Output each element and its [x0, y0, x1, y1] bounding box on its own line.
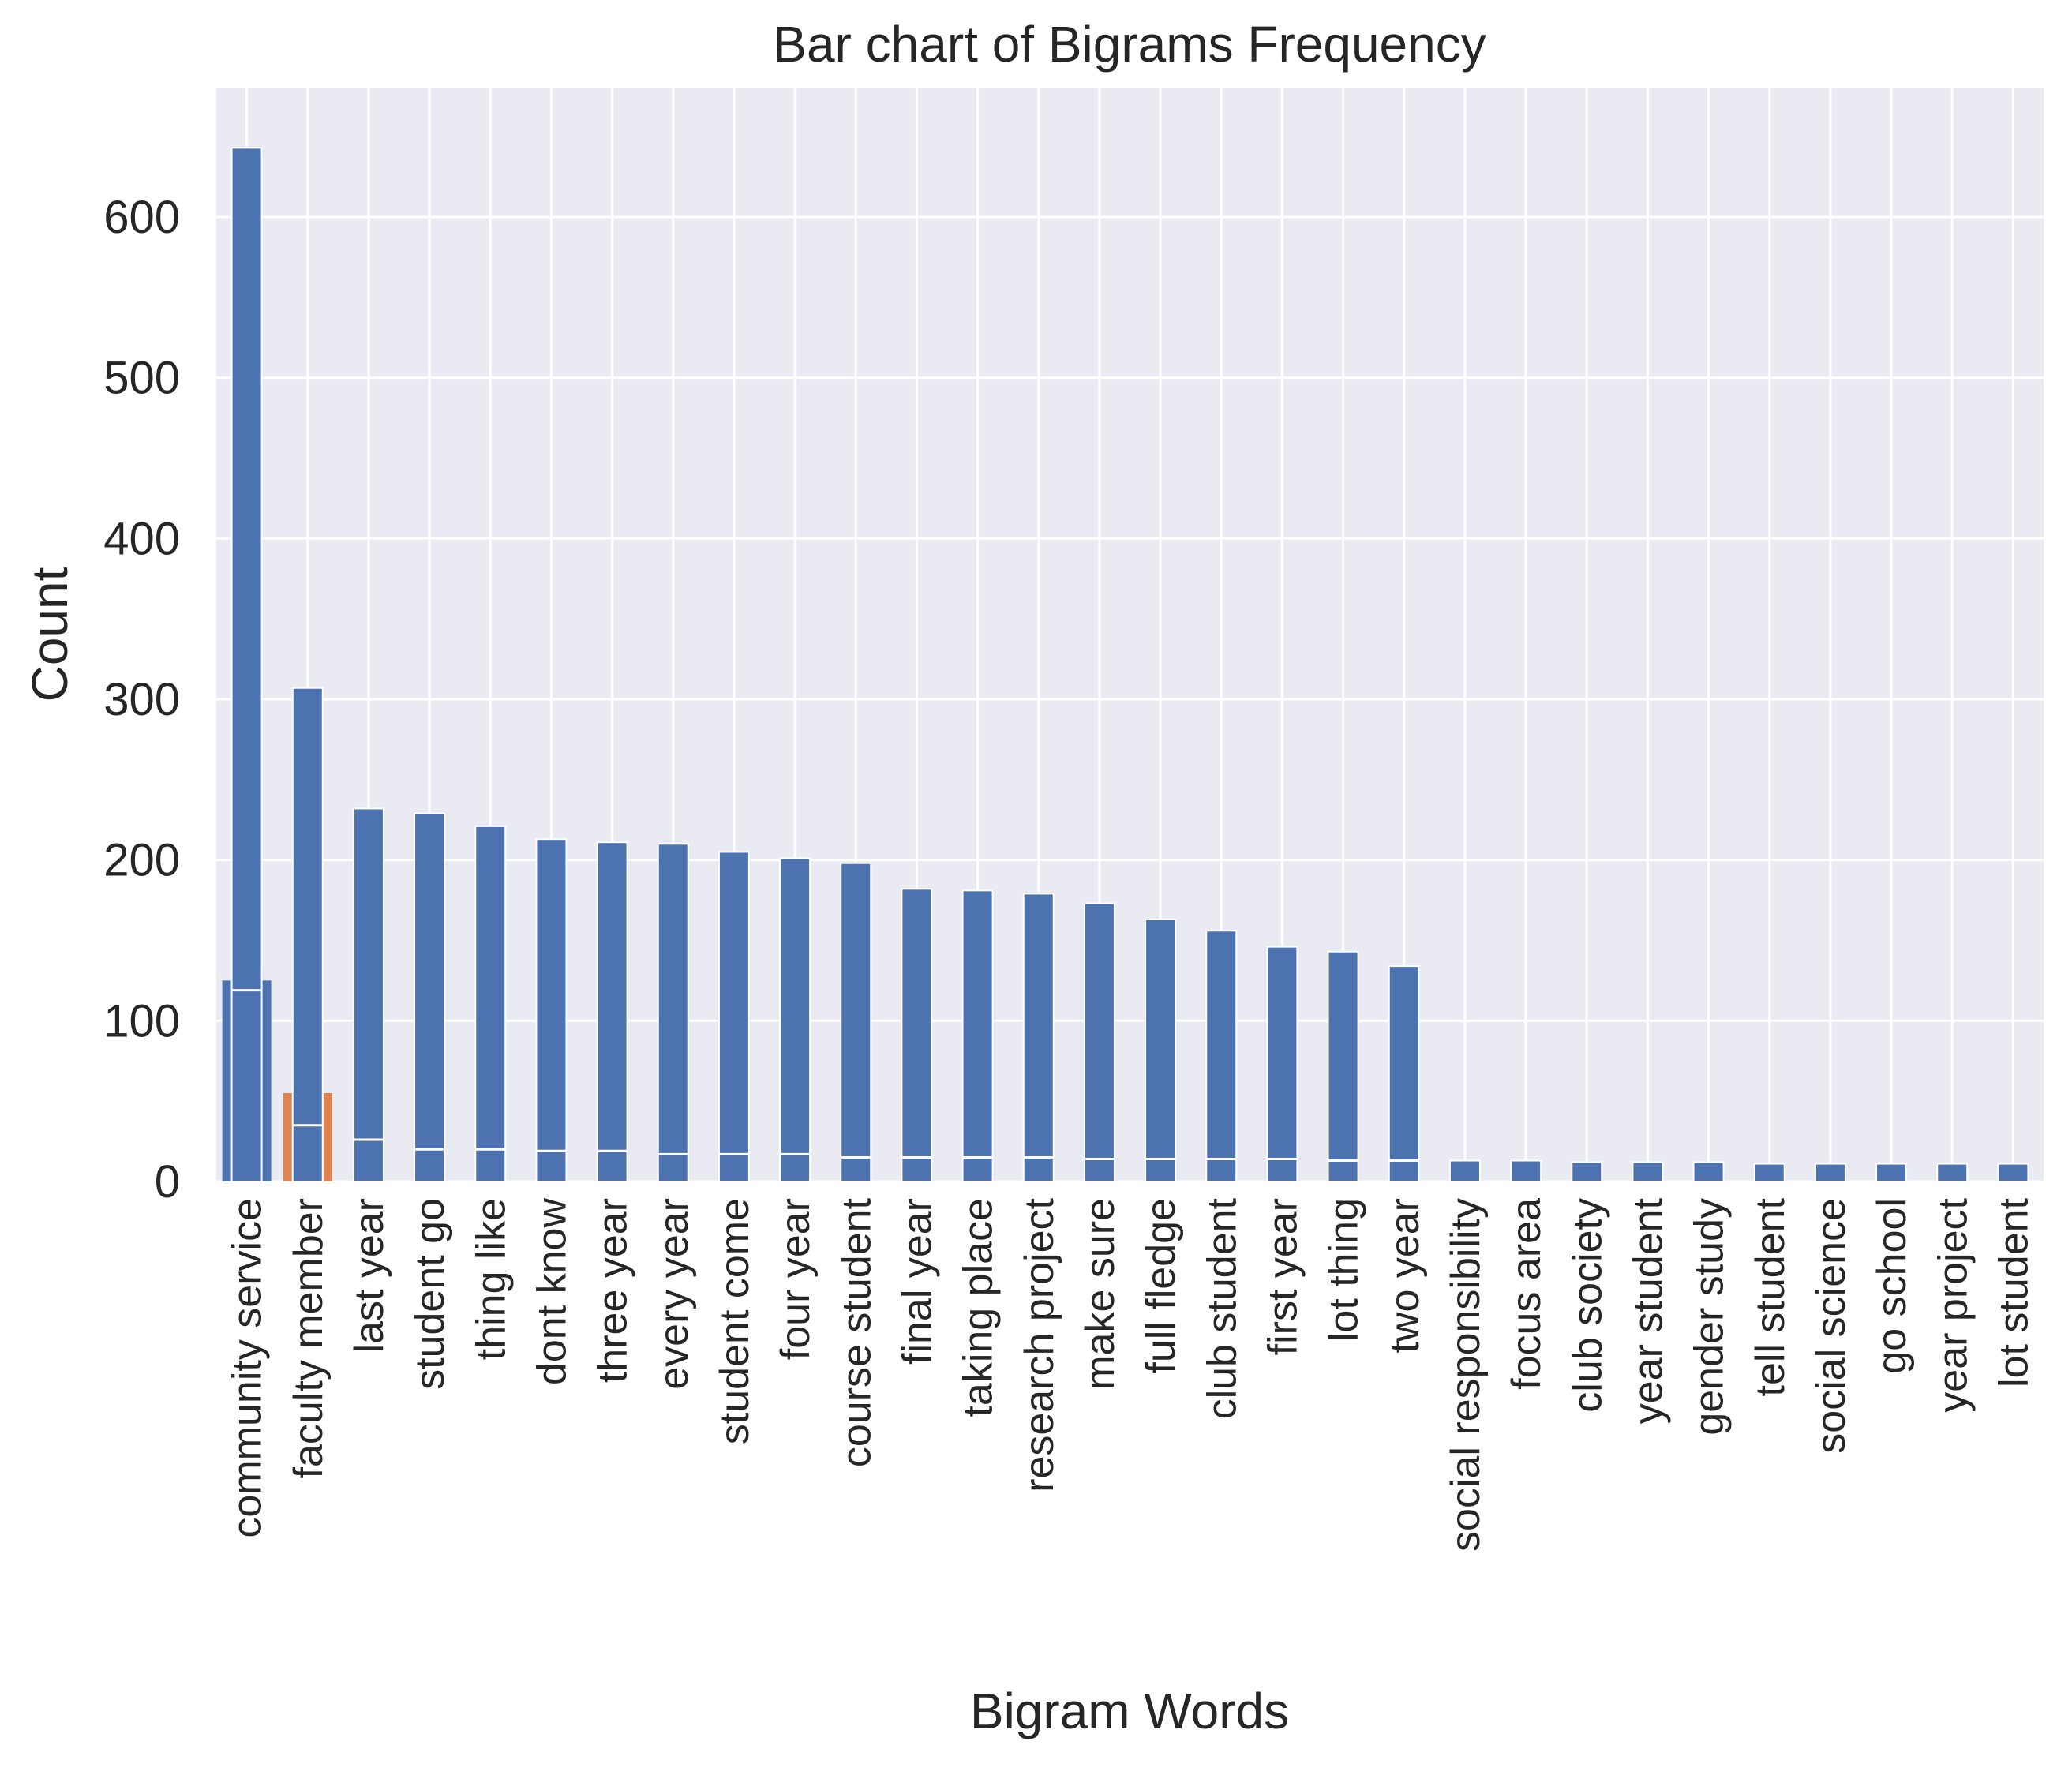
bar — [1266, 946, 1298, 1182]
bar — [961, 889, 994, 1182]
bar — [779, 857, 811, 1183]
y-tick-labels: 0 100 200 300 400 500 600 — [103, 192, 180, 1208]
bar — [901, 888, 933, 1182]
bar — [1571, 1161, 1603, 1183]
bar — [1936, 1163, 1969, 1182]
x-tick-label: lot student — [1991, 1197, 2036, 1387]
x-tick-label: year student — [1625, 1197, 1671, 1424]
bars — [222, 147, 2029, 1183]
y-axis-label: Count — [21, 567, 78, 702]
plot-background — [216, 88, 2044, 1181]
bar — [1022, 893, 1055, 1182]
x-tick-label: tell student — [1748, 1197, 1793, 1396]
x-tick-label: make sure — [1077, 1198, 1123, 1390]
bar — [1327, 950, 1359, 1183]
y-tick-label: 500 — [103, 353, 180, 404]
y-tick-label: 400 — [103, 513, 180, 564]
bar — [1510, 1159, 1542, 1183]
x-tick-label: focus area — [1504, 1198, 1549, 1390]
bar — [1875, 1163, 1908, 1182]
bar — [840, 862, 872, 1182]
x-tick-label: course student — [834, 1197, 879, 1467]
bar — [352, 807, 384, 1182]
bar — [596, 841, 628, 1183]
x-tick-label: gender study — [1687, 1198, 1733, 1436]
y-tick-label: 0 — [155, 1156, 180, 1208]
bar — [1814, 1163, 1846, 1182]
x-tick-labels: community service faculty member last year… — [225, 1197, 2037, 1552]
x-axis-label: Bigram Words — [970, 1683, 1289, 1739]
bar — [657, 843, 689, 1182]
x-tick-label: community service — [225, 1198, 271, 1538]
bar — [1205, 930, 1238, 1182]
x-tick-label: four year — [773, 1198, 819, 1360]
bar — [1448, 1159, 1481, 1183]
y-tick-label: 100 — [103, 995, 180, 1047]
x-tick-label: year project — [1930, 1197, 1976, 1412]
bar — [1632, 1161, 1664, 1183]
x-tick-label: club student — [1199, 1197, 1245, 1419]
x-tick-label: dont know — [529, 1198, 575, 1385]
y-tick-label: 300 — [103, 674, 180, 725]
x-tick-label: taking place — [956, 1198, 1002, 1417]
x-tick-label: full fledge — [1138, 1198, 1184, 1374]
bar — [1753, 1163, 1785, 1182]
x-tick-label: two year — [1382, 1198, 1428, 1354]
x-tick-label: go school — [1869, 1198, 1915, 1374]
x-tick-label: thing like — [468, 1198, 514, 1360]
bar — [474, 825, 507, 1182]
x-tick-label: student come — [712, 1198, 758, 1444]
x-tick-label: student go — [407, 1198, 453, 1390]
bar — [1997, 1163, 2029, 1182]
bar — [1145, 919, 1177, 1182]
bar — [230, 147, 263, 1182]
bar — [1083, 902, 1115, 1182]
x-tick-label: faculty member — [286, 1198, 332, 1478]
bar — [1692, 1161, 1725, 1183]
x-tick-label: last year — [347, 1198, 392, 1354]
chart-title: Bar chart of Bigrams Frequency — [773, 16, 1486, 73]
bar — [291, 687, 324, 1182]
x-tick-label: social science — [1808, 1198, 1854, 1454]
bar — [1388, 965, 1420, 1182]
x-tick-label: three year — [590, 1198, 636, 1383]
x-tick-label: first year — [1260, 1198, 1306, 1355]
x-tick-label: social responsibility — [1443, 1198, 1489, 1552]
x-tick-label: research project — [1017, 1197, 1062, 1492]
bar — [535, 838, 568, 1182]
x-tick-label: club society — [1564, 1198, 1610, 1413]
y-tick-label: 200 — [103, 835, 180, 886]
x-tick-label: every year — [651, 1198, 697, 1390]
x-tick-label: final year — [894, 1198, 940, 1365]
bar — [718, 851, 750, 1183]
bar — [414, 812, 446, 1183]
y-tick-label: 600 — [103, 192, 180, 243]
x-tick-label: lot thing — [1321, 1198, 1367, 1342]
